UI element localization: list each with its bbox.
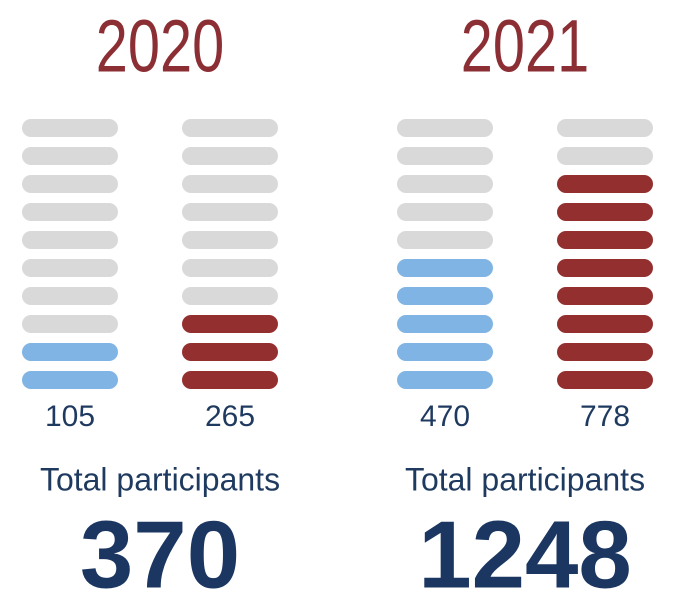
filled-pill	[182, 343, 278, 361]
empty-pill	[22, 175, 118, 193]
empty-pill	[182, 259, 278, 277]
value-label: 778	[580, 400, 630, 433]
empty-pill	[182, 203, 278, 221]
filled-pill	[557, 259, 653, 277]
filled-pill	[397, 287, 493, 305]
empty-pill	[397, 231, 493, 249]
empty-pill	[182, 175, 278, 193]
filled-pill	[557, 315, 653, 333]
filled-pill	[182, 371, 278, 389]
total-value: 370	[80, 501, 240, 608]
filled-pill	[397, 259, 493, 277]
value-label: 265	[205, 400, 255, 433]
empty-pill	[22, 287, 118, 305]
empty-pill	[397, 203, 493, 221]
year-title: 2020	[96, 6, 224, 89]
filled-pill	[557, 371, 653, 389]
empty-pill	[22, 259, 118, 277]
empty-pill	[182, 231, 278, 249]
year-title: 2021	[461, 6, 589, 89]
filled-pill	[557, 343, 653, 361]
pill-column	[22, 119, 118, 389]
value-label: 470	[420, 400, 470, 433]
filled-pill	[397, 315, 493, 333]
empty-pill	[22, 147, 118, 165]
filled-pill	[182, 315, 278, 333]
total-label: Total participants	[405, 461, 645, 497]
pill-column	[397, 119, 493, 389]
filled-pill	[22, 371, 118, 389]
filled-pill	[22, 343, 118, 361]
filled-pill	[557, 287, 653, 305]
empty-pill	[22, 315, 118, 333]
total-label: Total participants	[40, 461, 280, 497]
empty-pill	[557, 119, 653, 137]
empty-pill	[22, 119, 118, 137]
empty-pill	[557, 147, 653, 165]
filled-pill	[397, 343, 493, 361]
pill-column	[557, 119, 653, 389]
filled-pill	[557, 231, 653, 249]
empty-pill	[182, 119, 278, 137]
empty-pill	[182, 147, 278, 165]
empty-pill	[397, 147, 493, 165]
total-value: 1248	[418, 501, 632, 608]
empty-pill	[397, 119, 493, 137]
pill-column	[182, 119, 278, 389]
filled-pill	[557, 175, 653, 193]
filled-pill	[397, 371, 493, 389]
empty-pill	[397, 175, 493, 193]
empty-pill	[22, 203, 118, 221]
filled-pill	[557, 203, 653, 221]
empty-pill	[22, 231, 118, 249]
value-label: 105	[45, 400, 95, 433]
empty-pill	[182, 287, 278, 305]
